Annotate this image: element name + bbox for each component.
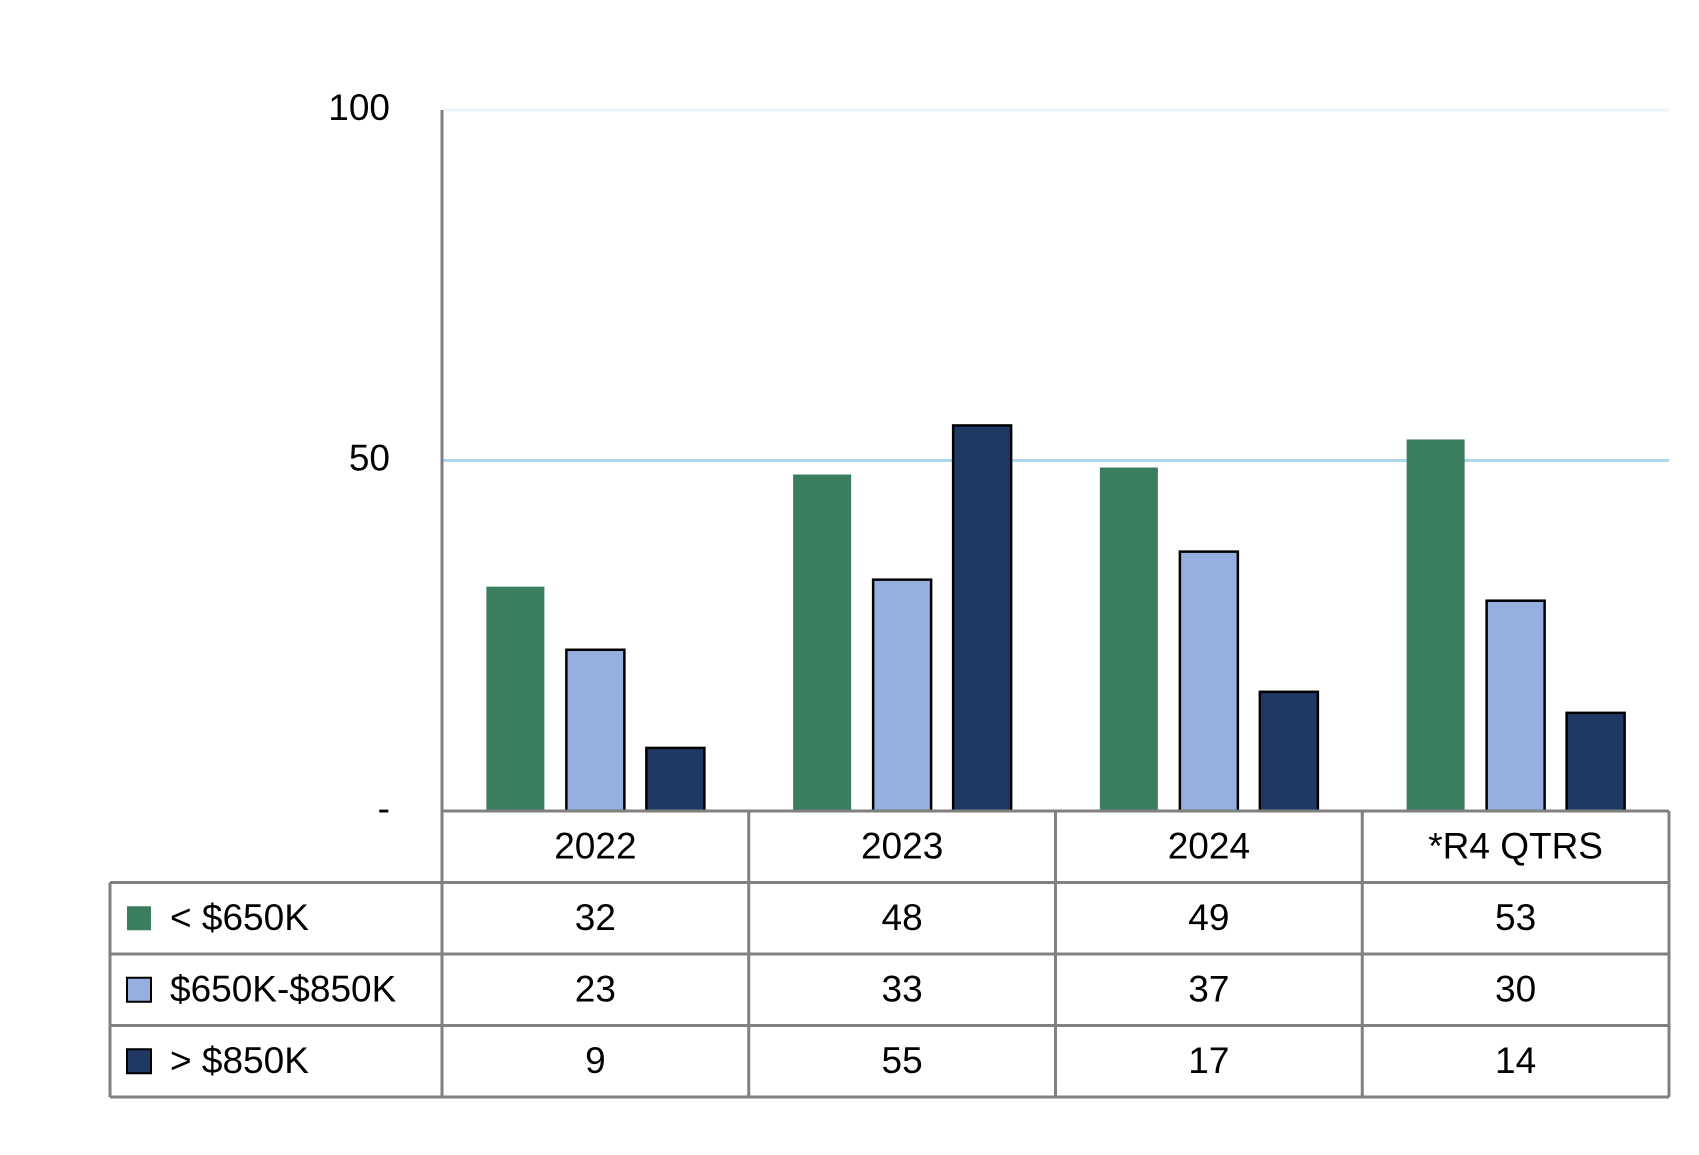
legend-swatch: [126, 976, 152, 1003]
bar: [486, 586, 545, 811]
bar: [1565, 711, 1626, 813]
y-tick-label: 100: [328, 87, 390, 128]
table-value: 48: [882, 897, 923, 938]
bar: [1178, 550, 1240, 813]
table-value: 9: [585, 1040, 606, 1081]
y-tick-label: 50: [349, 437, 390, 478]
y-tick-label: -: [378, 788, 390, 829]
table-value: 17: [1188, 1040, 1229, 1081]
x-tick-label: *R4 QTRS: [1428, 826, 1603, 867]
table-value: 37: [1188, 969, 1229, 1010]
x-tick-label: 2023: [861, 826, 943, 867]
legend-label: $650K-$850K: [170, 969, 397, 1010]
bar: [951, 424, 1013, 813]
x-tick-label: 2024: [1168, 826, 1250, 867]
table-value: 14: [1495, 1040, 1536, 1081]
bar: [1099, 467, 1158, 811]
table-value: 53: [1495, 897, 1536, 938]
table-value: 55: [882, 1040, 923, 1081]
bar: [1406, 439, 1465, 811]
table-value: 30: [1495, 969, 1536, 1010]
bar: [1258, 690, 1320, 813]
bar: [645, 746, 706, 813]
table-value: 23: [575, 969, 616, 1010]
table-value: 32: [575, 897, 616, 938]
table-value: 33: [882, 969, 923, 1010]
legend-label: < $650K: [170, 897, 309, 938]
legend-swatch: [126, 1048, 152, 1075]
bar: [565, 648, 626, 813]
table-value: 49: [1188, 897, 1229, 938]
bar: [793, 474, 852, 811]
legend-swatch: [127, 906, 151, 931]
bar: [1485, 599, 1546, 813]
x-tick-label: 2022: [554, 826, 636, 867]
bar: [871, 578, 933, 813]
legend-label: > $850K: [170, 1040, 309, 1081]
